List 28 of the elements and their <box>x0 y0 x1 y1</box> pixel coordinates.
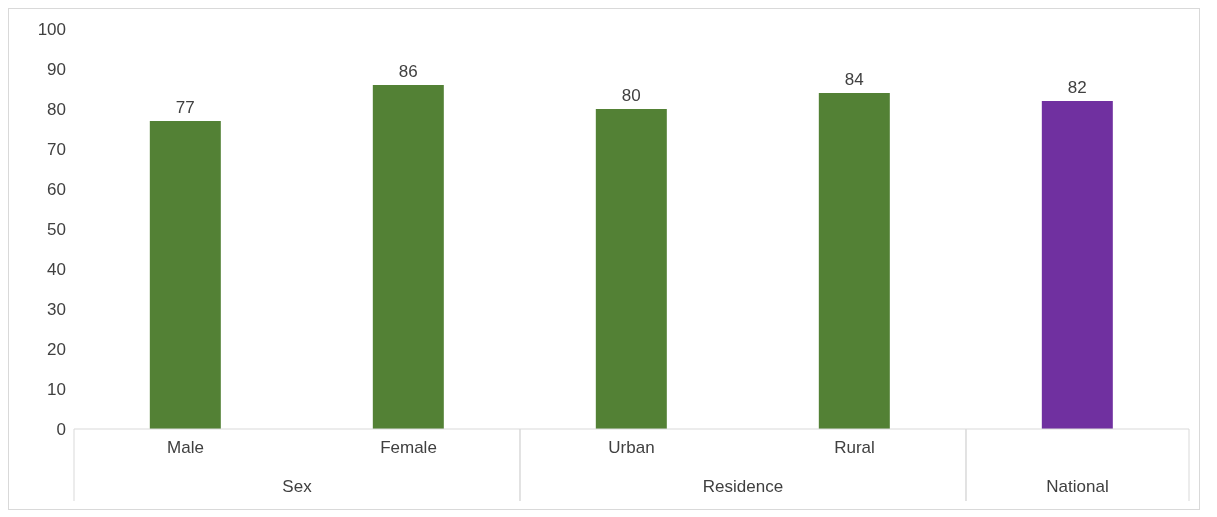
y-tick-label: 90 <box>47 60 66 80</box>
y-tick-label: 80 <box>47 100 66 120</box>
data-label: 86 <box>398 62 418 81</box>
bar <box>149 121 221 429</box>
y-tick-label: 100 <box>37 20 66 40</box>
bar <box>1041 101 1113 429</box>
data-label: 77 <box>175 98 195 117</box>
x-tick-label: Rural <box>834 438 875 458</box>
bar <box>372 85 444 429</box>
y-tick-label: 60 <box>47 180 66 200</box>
text: National <box>1045 477 1110 497</box>
y-tick-label: 70 <box>47 140 66 160</box>
bar <box>818 93 890 429</box>
y-tick-label: 40 <box>47 260 66 280</box>
x-tick-label: Urban <box>608 438 655 458</box>
y-tick-label: 50 <box>47 220 66 240</box>
y-tick-label: 0 <box>56 420 66 440</box>
x-tick-label: Female <box>380 438 437 458</box>
x-tick-label: Male <box>167 438 204 458</box>
data-label: 84 <box>844 70 864 89</box>
y-tick-label: 20 <box>47 340 66 360</box>
data-label: 80 <box>621 86 641 105</box>
text: Residence <box>701 477 785 497</box>
bar <box>595 109 667 429</box>
y-tick-label: 10 <box>47 380 66 400</box>
data-label: 82 <box>1067 78 1087 97</box>
y-tick-label: 30 <box>47 300 66 320</box>
text: Sex <box>281 477 313 497</box>
